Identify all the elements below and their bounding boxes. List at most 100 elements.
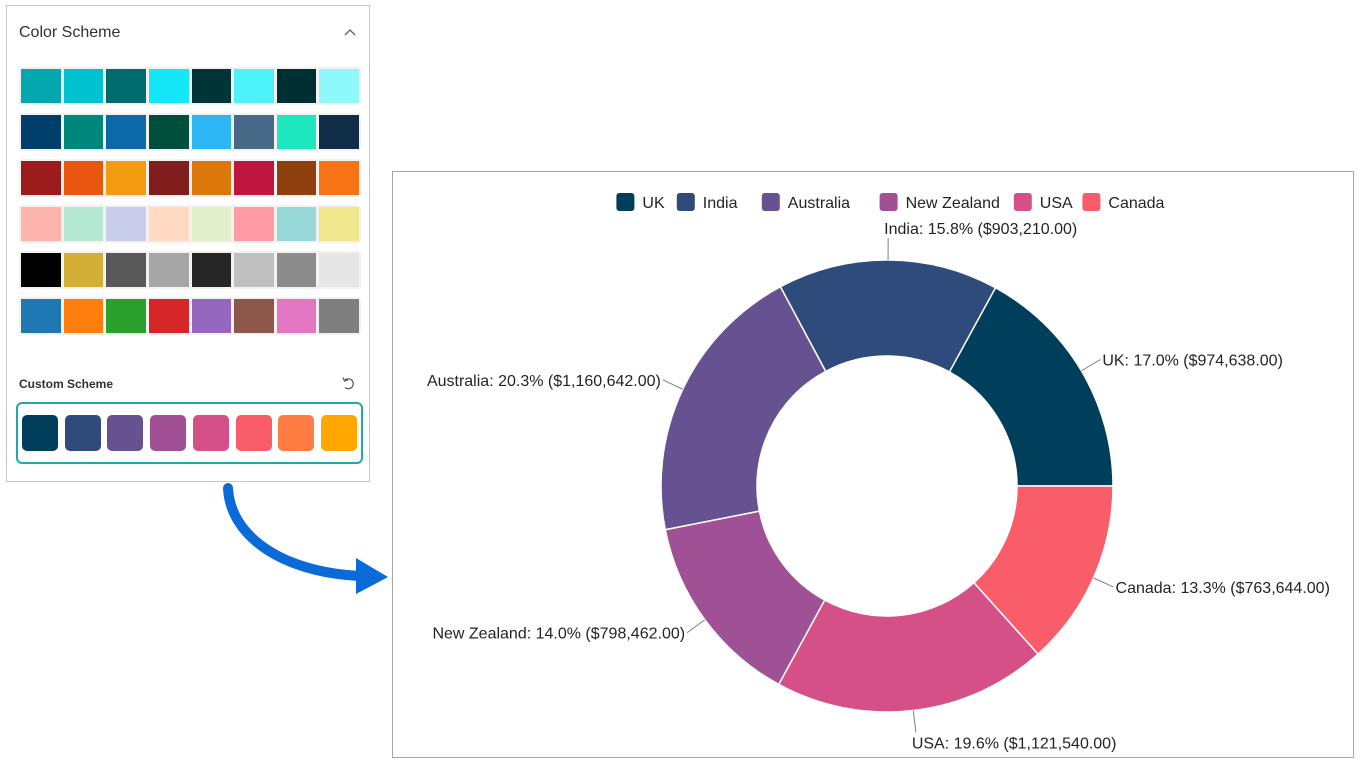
curved-arrow-icon [223,483,388,594]
color-swatch [148,161,189,195]
data-label: UK: 17.0% ($974,638.00) [1102,353,1283,370]
legend-label: Canada [1108,195,1164,212]
palette-row[interactable] [19,205,361,243]
data-label: Australia: 20.3% ($1,160,642.00) [427,373,661,390]
color-swatch [21,69,61,103]
color-swatch [191,207,232,241]
legend-swatch [616,193,635,211]
data-label: New Zealand: 14.0% ($798,462.00) [432,626,685,643]
color-swatch [148,299,189,333]
panel-title: Color Scheme [19,24,121,41]
donut-chart: UK: 17.0% ($974,638.00) India: 15.8% ($90… [392,171,1354,758]
color-swatch [276,253,317,287]
legend-swatch [879,193,898,211]
custom-color-swatch[interactable] [192,415,229,451]
palette-row[interactable] [19,113,361,151]
color-swatch [106,69,146,103]
color-swatch [319,207,359,241]
color-swatch [21,299,61,333]
color-swatch [63,253,104,287]
legend-label: New Zealand [906,195,1000,212]
slice-uk[interactable] [948,286,1114,487]
color-swatch [191,299,232,333]
legend-swatch [1082,193,1101,211]
custom-color-swatch[interactable] [107,415,144,451]
slice-australia[interactable] [660,285,827,531]
leader-line [1081,359,1101,372]
color-swatch [276,69,317,103]
color-swatch [63,69,104,103]
color-swatch [106,253,146,287]
custom-color-swatch[interactable] [64,415,101,451]
color-swatch [191,161,232,195]
color-swatch [106,115,146,149]
color-swatch [234,207,274,241]
color-swatch [319,115,359,149]
color-swatch [148,115,189,149]
color-swatch [63,207,104,241]
custom-color-swatch[interactable] [150,415,187,451]
legend-item[interactable]: Australia [761,193,850,212]
color-swatch [234,115,274,149]
palette-row[interactable] [19,67,361,105]
color-swatch [276,207,317,241]
custom-color-swatch[interactable] [235,415,272,451]
color-swatch [319,299,359,333]
color-swatch [234,69,274,103]
legend-item[interactable]: USA [1013,193,1073,212]
palette-row[interactable] [19,159,361,197]
palette-row[interactable] [19,297,361,335]
chevron-up-icon[interactable] [339,22,361,44]
color-swatch [191,115,232,149]
custom-color-swatch[interactable] [278,415,315,451]
color-swatch [21,253,61,287]
legend-item[interactable]: New Zealand [879,193,1000,212]
data-label: Canada: 13.3% ($763,644.00) [1116,580,1330,597]
color-swatch [276,161,317,195]
color-swatch [21,207,61,241]
color-swatch [63,115,104,149]
color-swatch [319,253,359,287]
color-swatch [21,161,61,195]
color-swatch [106,161,146,195]
color-swatch [234,253,274,287]
data-label: USA: 19.6% ($1,121,540.00) [912,735,1117,752]
legend-label: USA [1040,195,1073,212]
donut-chart-svg: UK: 17.0% ($974,638.00) India: 15.8% ($90… [427,193,1330,752]
color-swatch [148,207,189,241]
leader-line [1093,577,1114,588]
legend-label: India [703,195,738,212]
data-label: India: 15.8% ($903,210.00) [884,221,1077,238]
color-swatch [191,253,232,287]
color-swatch [191,69,232,103]
legend-swatch [1013,193,1032,211]
legend-item[interactable]: India [676,193,738,212]
leader-line [686,619,706,634]
custom-scheme-swatches [16,402,363,464]
legend-label: UK [642,195,665,212]
slice-usa[interactable] [777,581,1040,713]
leader-line [912,710,917,733]
legend-item[interactable]: UK [616,193,665,212]
color-swatch [63,299,104,333]
legend-swatch [676,193,695,211]
custom-color-swatch[interactable] [22,415,58,451]
color-swatch [276,299,317,333]
color-swatch [106,299,146,333]
color-swatch [106,207,146,241]
color-swatch [63,161,104,195]
color-swatch [21,115,61,149]
color-swatch [319,161,359,195]
color-swatch [148,69,189,103]
palette-row[interactable] [19,251,361,289]
legend-item[interactable]: Canada [1082,193,1165,212]
color-swatch [148,253,189,287]
custom-color-swatch[interactable] [320,415,357,451]
color-swatch [276,115,317,149]
legend-label: Australia [788,195,850,212]
legend-swatch [761,193,780,211]
color-swatch [319,69,359,103]
slice-canada[interactable] [972,485,1114,656]
color-scheme-panel: Color Scheme Custom Scheme [6,5,370,482]
undo-icon[interactable] [337,372,359,394]
